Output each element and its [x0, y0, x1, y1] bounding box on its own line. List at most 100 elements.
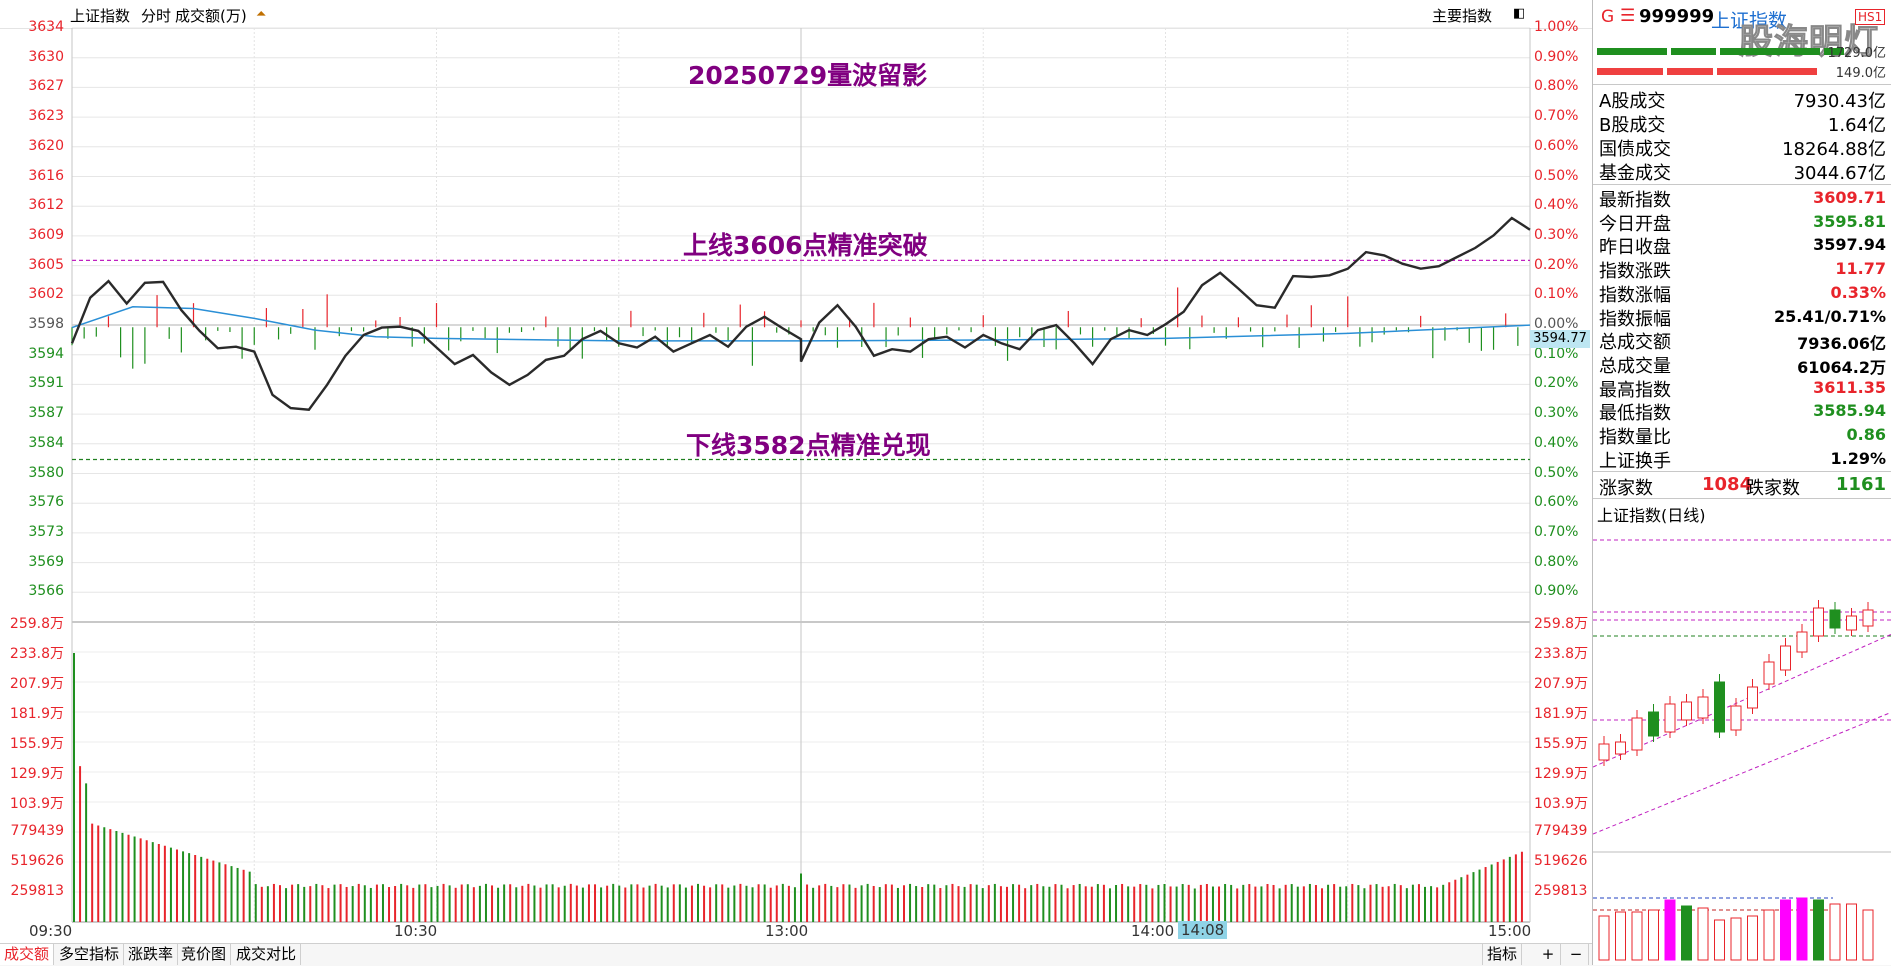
pct-label: 0.80% — [1534, 78, 1579, 95]
stat-row-value: 1.29% — [1830, 448, 1886, 468]
turnover-row-label: 基金成交 — [1599, 163, 1671, 184]
price-label: 3576 — [28, 494, 64, 511]
toggle-panel-icon[interactable]: ◧ — [1513, 6, 1526, 21]
stat-row-label: 上证换手 — [1599, 450, 1671, 472]
stat-row-value: 0.33% — [1830, 282, 1886, 302]
price-label: 3627 — [28, 78, 64, 95]
pct-label: 0.40% — [1534, 434, 1579, 451]
stat-row-label: 今日开盘 — [1599, 213, 1671, 235]
turnover-bar-seg — [1597, 68, 1663, 75]
main-indicator-button[interactable]: 主要指数 — [1432, 7, 1493, 25]
tab-advance-decline[interactable]: 涨跌率 — [124, 944, 179, 965]
bell-icon[interactable]: ⏶ — [256, 7, 267, 22]
volume-label: 779439 — [1534, 823, 1588, 839]
stat-row: 昨日收盘 3597.94 — [1599, 233, 1886, 258]
turnover-row-label: B股成交 — [1599, 115, 1666, 136]
tab-turnover[interactable]: 成交额 — [0, 944, 55, 965]
stat-row-label: 指数振幅 — [1599, 308, 1671, 330]
daily-volume-bar — [1862, 909, 1874, 961]
daily-volume-bar — [1763, 909, 1775, 961]
price-label: 3634 — [28, 19, 64, 35]
pct-label: 0.10% — [1534, 286, 1579, 303]
turnover-row-label: 国债成交 — [1599, 139, 1671, 160]
volume-label: 259813 — [10, 883, 64, 899]
volume-label: 779439 — [10, 823, 64, 839]
stat-row-value: 3609.71 — [1813, 188, 1886, 207]
stat-row-value: 61064.2万 — [1797, 357, 1886, 377]
volume-label: 259813 — [1534, 883, 1588, 899]
zoom-in-button[interactable]: + — [1536, 944, 1561, 965]
pct-label: 0.10% — [1534, 345, 1579, 362]
price-label: 3630 — [28, 48, 64, 65]
tab-auction[interactable]: 竞价图 — [177, 944, 232, 965]
stat-row: 最低指数 3585.94 — [1599, 399, 1886, 424]
candle-body — [1813, 607, 1824, 637]
candle-body — [1681, 701, 1692, 721]
daily-volume-bar — [1730, 917, 1742, 961]
tab-long-short[interactable]: 多空指标 — [55, 944, 125, 965]
volume-bars — [73, 652, 1523, 922]
annotation-upper-line: 上线3606点精准突破 — [683, 231, 928, 260]
candle-body — [1763, 661, 1775, 685]
reference-lines — [72, 259, 1530, 461]
volume-label: 519626 — [10, 853, 64, 869]
price-label: 3580 — [28, 464, 64, 481]
pct-label: 0.50% — [1534, 167, 1579, 184]
turnover-bar-seg — [1671, 48, 1716, 55]
quote-panel: G ☰ 999999 上证指数 HS1 股海明灯 1729.0亿 149.0亿 … — [1592, 0, 1891, 965]
bottom-tab-bar: 成交额 多空指标 涨跌率 竞价图 成交对比 指标 + − — [0, 943, 1891, 966]
volume-label: 129.9万 — [1534, 766, 1589, 782]
tab-turnover-compare[interactable]: 成交对比 — [232, 944, 302, 965]
price-label: 3573 — [28, 523, 64, 540]
volume-label: 129.9万 — [9, 766, 64, 782]
intraday-chart[interactable] — [0, 0, 1592, 943]
stat-row-label: 总成交额 — [1599, 332, 1671, 354]
current-price-tag: 3594.77 — [1530, 330, 1590, 348]
price-label: 3609 — [28, 226, 64, 243]
stat-row-label: 最新指数 — [1599, 190, 1671, 211]
volume-label: 259.8万 — [1534, 616, 1589, 632]
daily-volume-bar — [1631, 911, 1643, 961]
daily-volume-bar — [1714, 919, 1725, 961]
turnover-bar-seg — [1717, 68, 1817, 75]
mode-label[interactable]: 分时 — [141, 7, 172, 25]
daily-volume-bar — [1615, 911, 1626, 961]
volume-label: 259.8万 — [9, 616, 64, 632]
volume-label: 207.9万 — [9, 676, 64, 692]
zoom-out-button[interactable]: − — [1564, 944, 1589, 965]
stat-row-value: 0.86 — [1846, 425, 1886, 444]
index-name[interactable]: 上证指数 — [70, 7, 131, 25]
bar-value-2: 149.0亿 — [1835, 66, 1886, 81]
up-count: 1084 — [1702, 474, 1753, 495]
pct-label: 0.00% — [1534, 316, 1579, 332]
stat-row-value: 11.77 — [1835, 259, 1886, 279]
price-label: 3584 — [28, 434, 64, 451]
turnover-row-label: A股成交 — [1599, 91, 1666, 112]
time-label-1300: 13:00 — [765, 922, 809, 940]
volume-label: 181.9万 — [9, 706, 64, 722]
volume-unit-label[interactable]: 成交额(万) — [175, 7, 247, 25]
turnover-bar-seg — [1824, 48, 1844, 55]
candle-body — [1780, 645, 1791, 671]
pct-label: 0.50% — [1534, 464, 1579, 481]
pct-label: 0.80% — [1534, 553, 1579, 570]
daily-candle-chart[interactable] — [1593, 522, 1891, 965]
candle-body — [1598, 743, 1610, 761]
volume-label: 103.9万 — [9, 796, 64, 812]
stat-row: 指数量比 0.86 — [1599, 423, 1886, 448]
pct-label: 0.40% — [1534, 197, 1579, 214]
annotation-lower-line: 下线3582点精准兑现 — [686, 431, 931, 460]
daily-volume-bar — [1829, 903, 1841, 961]
candle-body — [1796, 631, 1808, 653]
menu-icon[interactable]: ☰ — [1620, 6, 1636, 26]
candle-body — [1747, 686, 1758, 709]
stat-row-value: 3597.94 — [1813, 235, 1886, 255]
candle-body — [1664, 703, 1676, 733]
stat-row-value: 3611.35 — [1813, 377, 1886, 397]
turnover-row: 基金成交 3044.67亿 — [1599, 159, 1886, 184]
indicator-button[interactable]: 指标 — [1482, 944, 1523, 965]
turnover-row-value: 7930.43亿 — [1793, 91, 1886, 112]
candle-body — [1631, 717, 1643, 751]
stat-row-value: 25.41/0.71% — [1774, 306, 1886, 326]
turnover-bar-seg — [1597, 48, 1667, 55]
